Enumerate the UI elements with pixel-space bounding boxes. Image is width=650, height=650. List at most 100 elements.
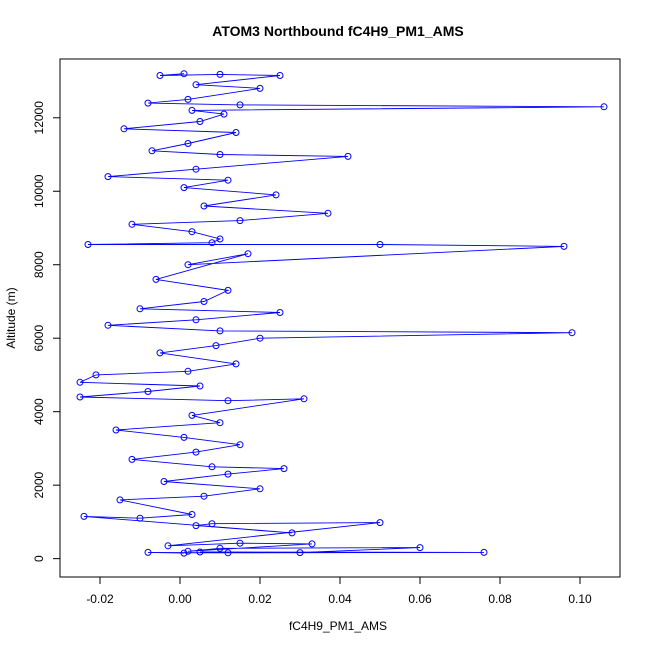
y-axis: 0 2000 4000 6000 8000 10000 12000 bbox=[32, 101, 61, 562]
y-tick-label: 12000 bbox=[32, 101, 46, 135]
data-point bbox=[200, 492, 208, 500]
data-point bbox=[256, 334, 264, 342]
data-point bbox=[568, 329, 576, 337]
data-point bbox=[300, 395, 308, 403]
data-point bbox=[276, 309, 284, 316]
data-point bbox=[144, 388, 152, 395]
x-tick-label: 0.10 bbox=[568, 592, 592, 606]
data-point bbox=[156, 349, 164, 357]
y-tick-label: 2000 bbox=[32, 471, 46, 498]
data-point bbox=[324, 209, 332, 217]
data-point bbox=[232, 360, 240, 368]
data-point bbox=[600, 103, 608, 111]
data-point bbox=[112, 426, 120, 434]
x-tick-label: 0.00 bbox=[168, 592, 192, 606]
data-point bbox=[84, 241, 92, 248]
data-point bbox=[76, 378, 84, 386]
data-point bbox=[192, 165, 200, 173]
data-point bbox=[188, 411, 196, 419]
data-point bbox=[208, 463, 216, 471]
data-point bbox=[216, 419, 224, 427]
data-point bbox=[224, 176, 232, 184]
data-layer bbox=[76, 70, 608, 557]
data-point bbox=[104, 321, 112, 329]
data-point bbox=[216, 235, 224, 243]
data-point bbox=[184, 261, 192, 269]
data-point bbox=[120, 125, 128, 133]
data-point bbox=[256, 84, 264, 92]
plot-frame bbox=[59, 58, 621, 578]
data-point bbox=[192, 316, 200, 324]
data-point bbox=[236, 539, 244, 547]
x-tick-label: -0.02 bbox=[86, 592, 114, 606]
data-point bbox=[376, 241, 384, 248]
data-point bbox=[296, 549, 304, 557]
data-point bbox=[196, 548, 204, 556]
data-point bbox=[220, 110, 228, 118]
data-point bbox=[244, 250, 252, 258]
data-point bbox=[180, 433, 188, 441]
data-point bbox=[188, 228, 196, 236]
data-point bbox=[180, 184, 188, 192]
data-point bbox=[216, 70, 224, 78]
data-point bbox=[192, 81, 200, 89]
data-point bbox=[224, 397, 232, 405]
data-point bbox=[192, 448, 200, 456]
data-point bbox=[76, 393, 84, 401]
data-point bbox=[188, 511, 196, 518]
x-tick-label: 0.02 bbox=[248, 592, 272, 606]
y-tick-label: 6000 bbox=[32, 325, 46, 352]
data-point bbox=[308, 540, 316, 548]
data-point bbox=[288, 529, 296, 537]
data-point bbox=[80, 512, 88, 520]
data-point bbox=[344, 152, 352, 160]
data-point bbox=[560, 242, 568, 250]
data-point bbox=[184, 367, 192, 375]
data-point bbox=[216, 544, 224, 552]
data-point bbox=[196, 118, 204, 125]
data-point bbox=[208, 520, 216, 528]
data-point bbox=[156, 72, 164, 79]
data-point bbox=[184, 547, 192, 555]
data-point bbox=[164, 542, 172, 550]
data-point bbox=[216, 327, 224, 335]
x-tick-label: 0.08 bbox=[488, 592, 512, 606]
y-tick-label: 0 bbox=[32, 555, 46, 562]
data-point bbox=[224, 470, 232, 478]
x-axis: -0.02 0.00 0.02 0.04 0.06 0.08 0.10 bbox=[86, 576, 592, 606]
data-point bbox=[280, 465, 288, 473]
data-point bbox=[188, 106, 196, 114]
data-point bbox=[256, 485, 264, 493]
x-tick-label: 0.06 bbox=[408, 592, 432, 606]
x-axis-label: fC4H9_PM1_AMS bbox=[289, 619, 387, 633]
data-point bbox=[236, 217, 244, 225]
data-point bbox=[200, 298, 208, 305]
data-point bbox=[184, 95, 192, 103]
data-point bbox=[224, 286, 232, 294]
data-point bbox=[184, 140, 192, 147]
data-point bbox=[272, 191, 280, 199]
data-point bbox=[128, 220, 136, 228]
data-point bbox=[180, 549, 188, 557]
data-point bbox=[136, 305, 144, 313]
data-point bbox=[128, 455, 136, 463]
data-point bbox=[148, 147, 156, 155]
data-point bbox=[104, 173, 112, 181]
y-axis-label: Altitude (m) bbox=[4, 287, 18, 348]
data-point bbox=[216, 151, 224, 158]
data-point bbox=[136, 514, 144, 522]
data-point bbox=[180, 70, 188, 78]
data-point bbox=[196, 382, 204, 390]
data-point bbox=[276, 72, 284, 79]
data-point bbox=[416, 544, 424, 552]
y-tick-label: 8000 bbox=[32, 251, 46, 278]
series-line bbox=[79, 73, 605, 554]
data-point bbox=[200, 202, 208, 210]
data-point bbox=[236, 441, 244, 449]
data-point bbox=[192, 522, 200, 530]
data-point bbox=[144, 548, 152, 556]
chart-title: ATOM3 Northbound fC4H9_PM1_AMS bbox=[212, 23, 464, 39]
data-point bbox=[116, 496, 124, 504]
x-tick-label: 0.04 bbox=[328, 592, 352, 606]
